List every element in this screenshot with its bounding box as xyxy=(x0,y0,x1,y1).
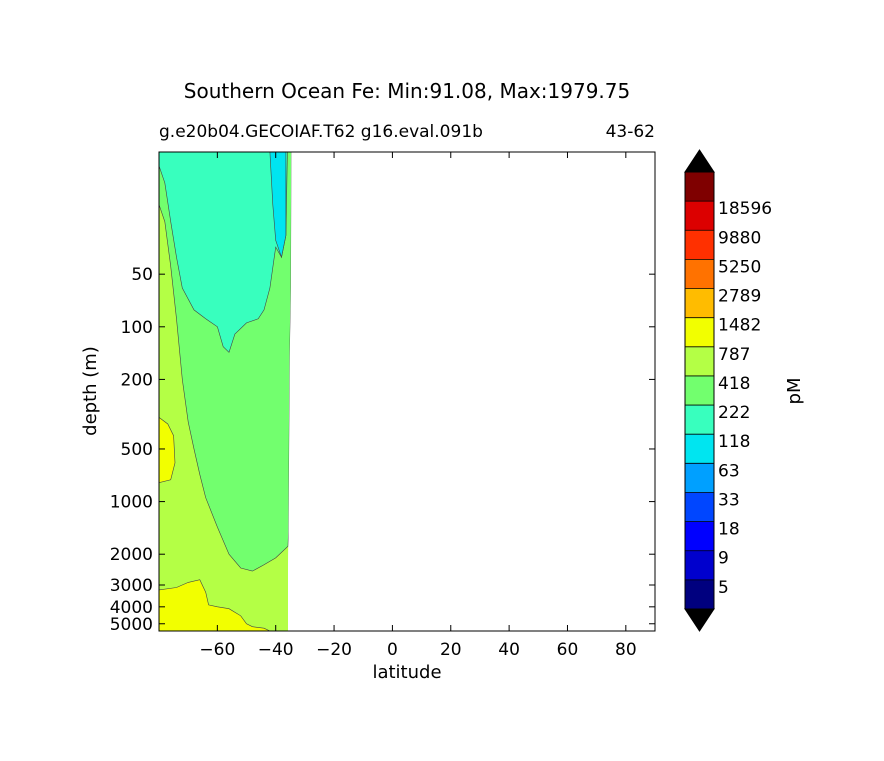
colorbar-level-label: 9880 xyxy=(718,228,761,248)
x-tick-label: −40 xyxy=(258,640,294,660)
colorbar-level-label: 418 xyxy=(718,374,750,394)
colorbar-level-label: 5250 xyxy=(718,257,761,277)
y-tick-label: 200 xyxy=(121,370,153,390)
colorbar-swatch xyxy=(685,521,714,551)
colorbar-level-label: 787 xyxy=(718,345,750,365)
colorbar-label: pM xyxy=(784,378,805,405)
colorbar-swatch xyxy=(685,405,714,435)
colorbar-extend-bottom xyxy=(684,608,715,632)
colorbar-swatch xyxy=(685,579,714,609)
x-axis-ticks: −60 −40 −20 0 20 40 60 80 xyxy=(199,152,637,660)
colorbar-level-label: 2789 xyxy=(718,287,761,307)
x-tick-label: 20 xyxy=(440,640,462,660)
colorbar-level-label: 18 xyxy=(718,520,740,540)
colorbar-extend-top xyxy=(684,149,715,173)
y-tick-label: 500 xyxy=(121,440,153,460)
x-tick-label: 0 xyxy=(387,640,398,660)
x-tick-label: −60 xyxy=(199,640,235,660)
colorbar-level-label: 9 xyxy=(718,549,729,569)
plot-frame xyxy=(158,151,656,632)
colorbar-swatch xyxy=(685,550,714,580)
colorbar-swatch xyxy=(685,172,714,202)
colorbar-swatch xyxy=(685,230,714,260)
y-tick-label: 3000 xyxy=(110,576,153,596)
x-axis-label: latitude xyxy=(372,662,441,683)
contour-region-yellow-patch xyxy=(159,417,176,484)
colorbar-level-label: 33 xyxy=(718,490,740,510)
colorbar-level-label: 5 xyxy=(718,578,729,598)
y-tick-label: 50 xyxy=(131,265,153,285)
colorbar-level-label: 63 xyxy=(718,461,740,481)
x-tick-label: 40 xyxy=(498,640,520,660)
no-data-region xyxy=(288,152,655,631)
colorbar-swatch xyxy=(685,434,714,464)
y-tick-label: 4000 xyxy=(110,598,153,618)
x-tick-label: −20 xyxy=(316,640,352,660)
y-tick-label: 100 xyxy=(121,318,153,338)
colorbar-level-label: 1482 xyxy=(718,316,761,336)
colorbar: 5 9 18 33 63 118 222 418 787 1482 2789 5250 9880 1859… xyxy=(684,149,772,632)
colorbar-level-label: 18596 xyxy=(718,199,772,219)
y-tick-label: 2000 xyxy=(110,545,153,565)
colorbar-swatch xyxy=(685,288,714,318)
colorbar-swatch xyxy=(685,375,714,406)
contour-region-222-418 xyxy=(159,152,288,353)
chart-subtitle-right: 43-62 xyxy=(606,122,655,142)
x-tick-label: 60 xyxy=(557,640,579,660)
y-tick-label: 1000 xyxy=(110,493,153,513)
y-axis-label: depth (m) xyxy=(80,346,101,436)
chart-subtitle-left: g.e20b04.GECOIAF.T62 g16.eval.091b xyxy=(159,122,483,142)
colorbar-swatch xyxy=(685,492,714,522)
colorbar-swatch xyxy=(685,201,714,231)
colorbar-swatch xyxy=(685,317,714,347)
contour-fill-group xyxy=(159,152,655,631)
colorbar-level-label: 222 xyxy=(718,403,750,423)
chart-title: Southern Ocean Fe: Min:91.08, Max:1979.7… xyxy=(184,79,630,103)
x-tick-label: 80 xyxy=(615,640,637,660)
colorbar-swatch xyxy=(685,259,714,289)
y-tick-label: 5000 xyxy=(110,615,153,635)
colorbar-swatch xyxy=(685,463,714,493)
colorbar-frame xyxy=(684,171,715,610)
colorbar-level-label: 118 xyxy=(718,432,750,452)
colorbar-swatch xyxy=(685,346,714,376)
contour-region-63-118 xyxy=(269,152,287,259)
contour-region-1482-2789 xyxy=(159,579,271,631)
